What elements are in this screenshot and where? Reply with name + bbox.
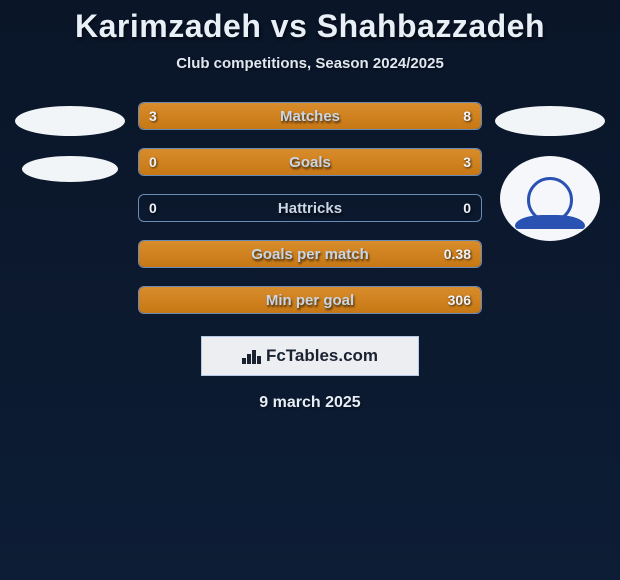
subtitle: Club competitions, Season 2024/2025 xyxy=(0,55,620,72)
left-player-silhouette xyxy=(22,156,118,182)
right-player-badge xyxy=(500,156,600,241)
stat-label: Matches xyxy=(139,108,481,125)
stat-right-value: 8 xyxy=(463,108,471,124)
stat-bar: 0Goals3 xyxy=(138,148,482,176)
stat-bar: 3Matches8 xyxy=(138,102,482,130)
stat-label: Goals per match xyxy=(139,246,481,263)
date-label: 9 march 2025 xyxy=(0,394,620,412)
stat-bar: Goals per match0.38 xyxy=(138,240,482,268)
page-title: Karimzadeh vs Shahbazzadeh xyxy=(0,8,620,45)
stat-right-value: 306 xyxy=(448,292,471,308)
bar-chart-icon xyxy=(242,348,262,364)
right-player-col xyxy=(490,102,610,241)
stat-label: Min per goal xyxy=(139,292,481,309)
stat-bar: Min per goal306 xyxy=(138,286,482,314)
left-player-col xyxy=(10,102,130,182)
brand-label: FcTables.com xyxy=(266,346,378,366)
stat-label: Goals xyxy=(139,154,481,171)
stat-label: Hattricks xyxy=(139,200,481,217)
comparison-bars: 3Matches80Goals30Hattricks0Goals per mat… xyxy=(138,102,482,314)
stat-right-value: 3 xyxy=(463,154,471,170)
stats-area: 3Matches80Goals30Hattricks0Goals per mat… xyxy=(0,102,620,314)
brand-box[interactable]: FcTables.com xyxy=(201,336,419,376)
stat-right-value: 0.38 xyxy=(444,246,471,262)
stat-right-value: 0 xyxy=(463,200,471,216)
left-player-avatar xyxy=(15,106,125,136)
stat-bar: 0Hattricks0 xyxy=(138,194,482,222)
right-player-avatar xyxy=(495,106,605,136)
